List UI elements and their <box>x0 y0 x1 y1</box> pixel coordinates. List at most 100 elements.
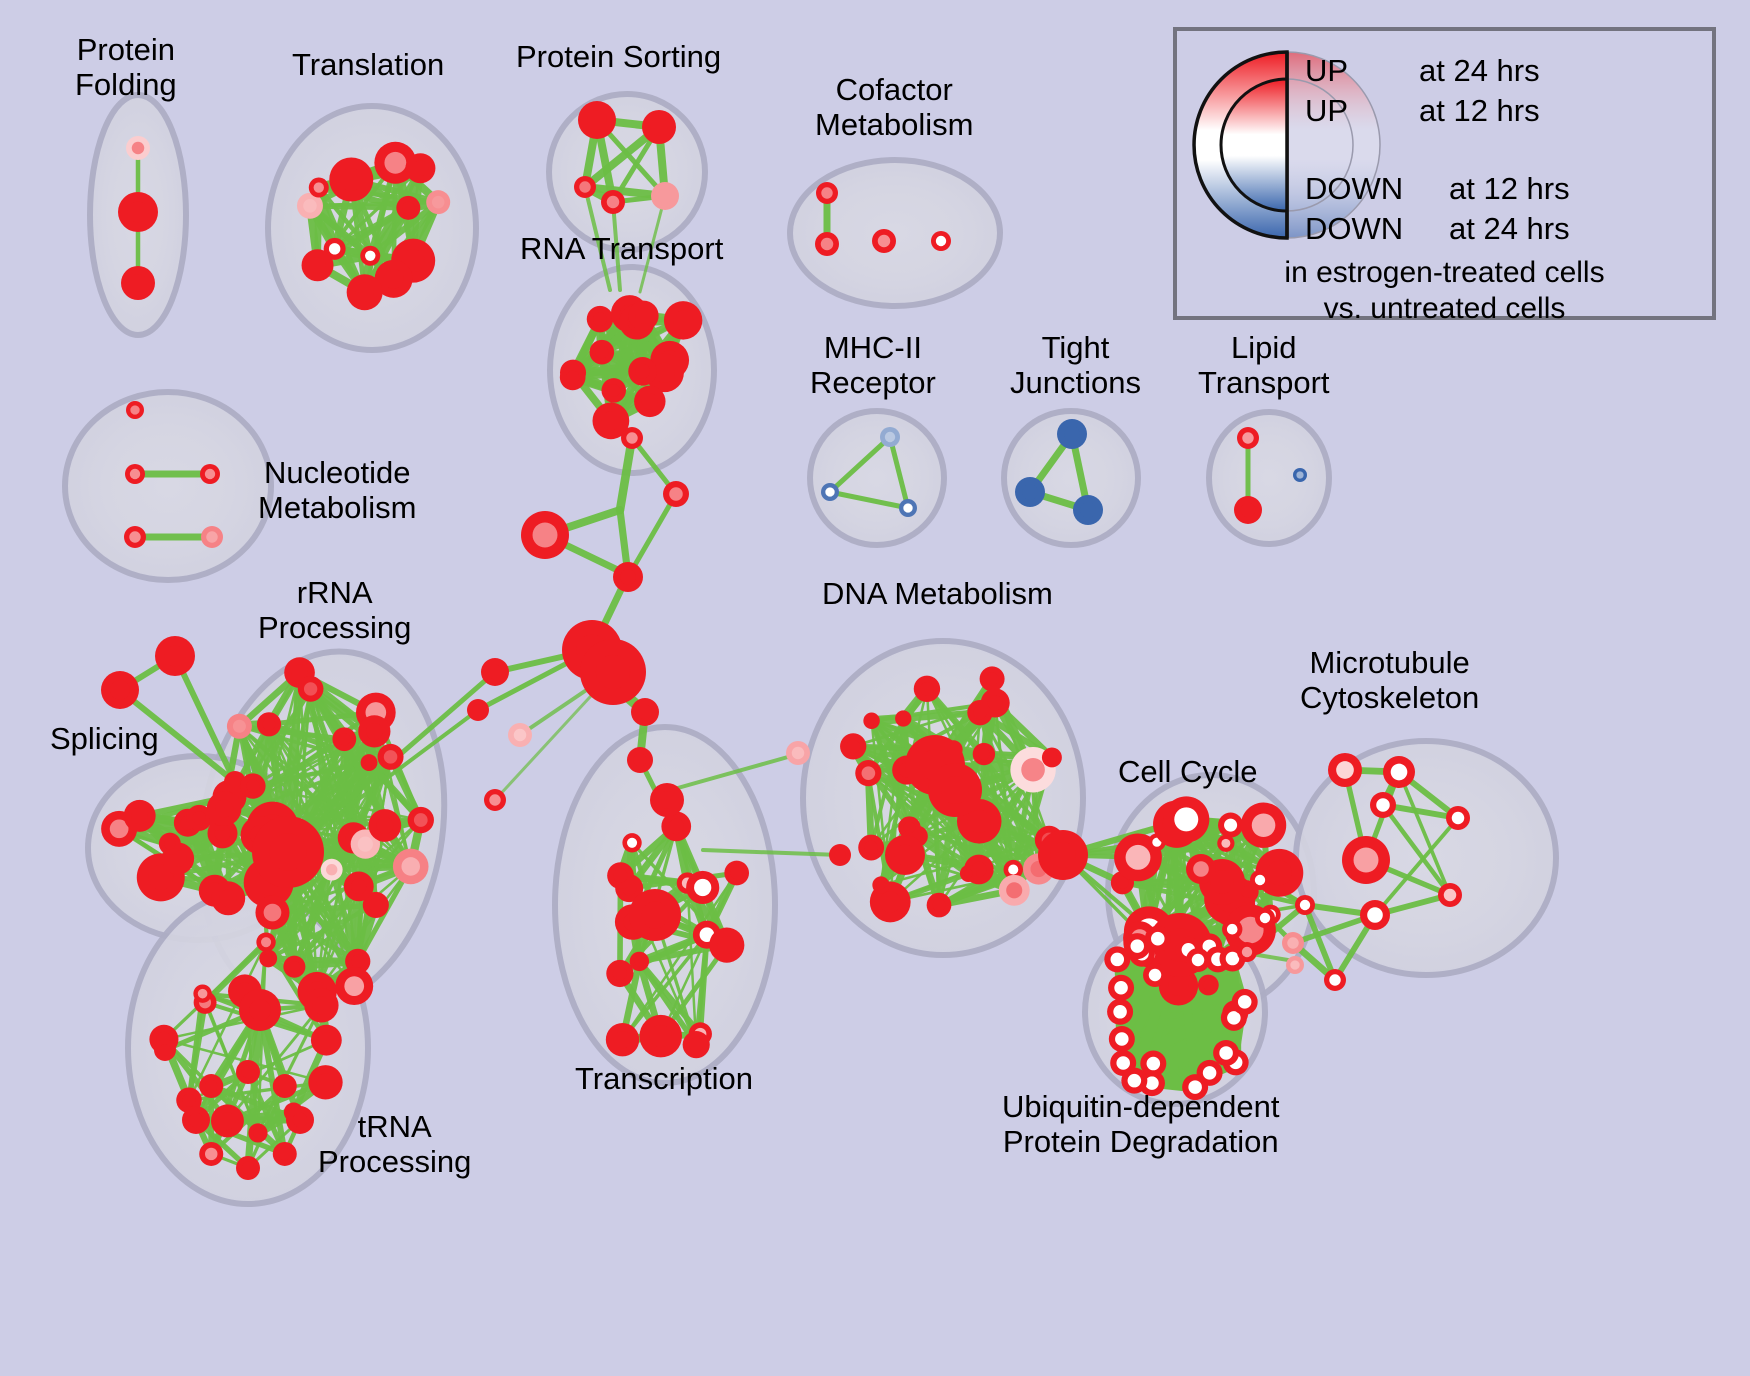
network-edge <box>615 433 637 515</box>
network-node <box>1158 966 1199 1006</box>
network-node <box>858 834 885 861</box>
network-node <box>601 190 625 214</box>
network-node <box>607 862 634 889</box>
network-node <box>374 141 417 184</box>
cluster-label-transcription: Transcription <box>575 1061 754 1096</box>
network-node <box>928 763 982 817</box>
network-node <box>508 723 532 747</box>
network-node <box>308 177 329 198</box>
legend-time-0: at 24 hrs <box>1419 53 1540 88</box>
network-node <box>1108 1025 1135 1052</box>
network-node <box>606 959 634 988</box>
network-node <box>1140 1050 1167 1077</box>
cluster-label-microtubule-cytoskeleton: Microtubule Cytoskeleton <box>1300 645 1480 715</box>
network-node <box>252 816 324 888</box>
cluster-ellipse-nucleotide-metabolism <box>62 389 274 583</box>
legend-time-3: at 24 hrs <box>1449 211 1570 246</box>
network-node <box>574 176 596 198</box>
network-node <box>601 378 627 403</box>
network-edge <box>1373 816 1460 917</box>
network-edge <box>1302 902 1338 983</box>
network-node <box>931 231 951 251</box>
network-node <box>840 733 867 760</box>
legend-state-3: DOWN <box>1305 211 1404 246</box>
network-edge <box>625 491 679 580</box>
network-node <box>286 1106 314 1134</box>
network-node <box>1250 870 1270 890</box>
network-node <box>155 636 195 676</box>
cluster-label-lipid-transport: Lipid Transport <box>1198 330 1330 400</box>
network-edge <box>827 489 911 511</box>
network-edge <box>583 185 612 292</box>
network-node <box>1383 756 1415 788</box>
cluster-label-splicing: Splicing <box>50 721 159 756</box>
legend-color-wheel <box>1192 50 1381 240</box>
network-node <box>226 713 252 739</box>
cluster-label-translation: Translation <box>292 47 445 82</box>
network-node <box>586 305 614 333</box>
network-node <box>1217 834 1235 852</box>
cluster-label-cofactor-metabolism: Cofactor Metabolism <box>815 72 974 142</box>
network-node <box>1218 812 1244 838</box>
network-node <box>998 874 1030 906</box>
network-node <box>335 967 374 1006</box>
network-node <box>123 799 156 832</box>
network-node <box>125 464 145 484</box>
network-edge <box>246 1084 287 1170</box>
network-node <box>368 809 402 842</box>
network-node <box>639 1014 683 1058</box>
legend-time-2: at 12 hrs <box>1449 171 1570 206</box>
network-node <box>661 811 692 842</box>
network-edge <box>201 939 270 1006</box>
network-node <box>297 676 324 702</box>
network-node <box>559 364 586 391</box>
network-node <box>407 806 434 834</box>
network-node <box>126 136 150 160</box>
network-node <box>346 274 383 311</box>
network-node <box>236 1156 260 1180</box>
network-node <box>580 639 646 705</box>
network-node <box>272 1074 297 1099</box>
network-node <box>521 511 569 559</box>
network-node <box>1038 830 1088 880</box>
network-node <box>358 715 391 748</box>
cluster-ellipse-cofactor-metabolism <box>787 157 1003 309</box>
network-edge <box>307 202 412 211</box>
network-edge <box>658 753 797 795</box>
network-node <box>206 791 242 826</box>
network-node <box>1104 946 1131 973</box>
cluster-ellipse-lipid-transport <box>1206 409 1332 547</box>
network-node <box>1182 1074 1209 1101</box>
legend-state-0: UP <box>1305 53 1349 88</box>
network-node <box>101 671 139 709</box>
network-edge <box>162 1004 323 1041</box>
network-node <box>1110 1050 1137 1077</box>
network-edge <box>611 200 622 292</box>
network-node <box>855 760 882 787</box>
network-node <box>686 870 720 905</box>
network-node <box>627 747 653 773</box>
network-node <box>193 984 212 1003</box>
network-edge <box>256 1006 288 1157</box>
network-node <box>154 1039 176 1061</box>
network-node <box>1370 792 1396 818</box>
network-node <box>613 562 643 592</box>
network-node <box>1213 1039 1240 1066</box>
network-node <box>628 357 657 386</box>
network-node <box>913 675 941 703</box>
network-node <box>880 427 900 447</box>
network-node <box>124 526 146 548</box>
network-edge <box>887 434 911 511</box>
network-node <box>320 858 343 881</box>
network-node <box>628 300 659 331</box>
network-edge <box>1397 770 1452 897</box>
network-node <box>1324 969 1346 991</box>
network-node <box>589 339 615 365</box>
network-node <box>1293 468 1307 482</box>
cluster-label-protein-folding: Protein Folding <box>75 32 177 102</box>
network-node <box>631 698 659 726</box>
network-node <box>377 743 404 770</box>
network-node <box>310 1024 342 1056</box>
network-node <box>126 401 144 419</box>
